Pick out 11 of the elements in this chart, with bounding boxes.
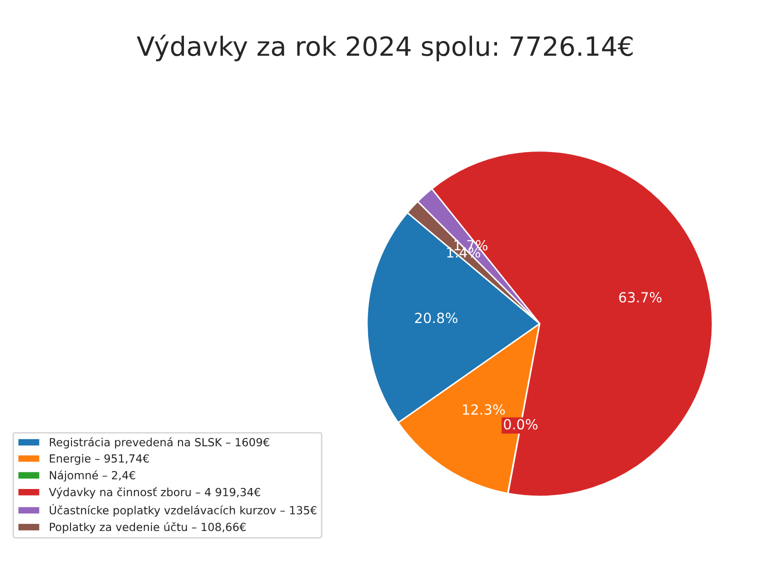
- legend-label: Účastnícke poplatky vzdelávacích kurzov – 135€: [50, 504, 316, 517]
- data-label: 0.0%: [504, 419, 538, 430]
- chart-title: Výdavky za rok 2024 spolu: 7726.14€: [136, 34, 633, 62]
- data-label: 12.3%: [462, 404, 505, 415]
- data-label: 63.7%: [619, 292, 662, 303]
- legend-label: Registrácia prevedená na SLSK – 1609€: [50, 437, 270, 449]
- legend-label: Nájomné – 2,4€: [50, 470, 136, 482]
- legend-label: Poplatky za vedenie účtu – 108,66€: [50, 522, 246, 534]
- legend-label: Energie – 951,74€: [50, 454, 149, 465]
- legend-label: Výdavky na činnosť zboru – 4 919,34€: [48, 487, 260, 498]
- data-label: 20.8%: [415, 312, 458, 324]
